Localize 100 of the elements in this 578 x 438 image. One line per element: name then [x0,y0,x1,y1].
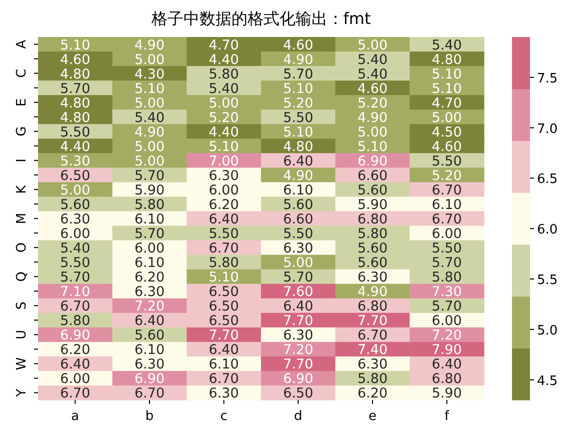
data-label: 5.50 [432,240,462,257]
data-label: 4.40 [208,52,239,68]
data-label: 5.70 [283,66,314,82]
data-label: 6.20 [134,270,165,286]
data-label: 5.40 [432,37,462,54]
y-tick-label: Y [14,388,30,398]
y-tick-label: W [14,357,30,370]
data-label: 5.60 [357,240,388,257]
data-label: 6.40 [208,342,239,358]
data-label: 5.40 [357,52,388,68]
data-label: 5.00 [134,52,165,68]
y-tick-label: S [14,301,30,310]
data-label: 6.40 [432,356,462,373]
data-label: 6.30 [60,212,90,228]
color-bar-label: 4.5 [537,374,558,389]
data-label: 5.00 [357,124,388,140]
data-label: 5.10 [208,138,239,155]
data-label: 5.70 [60,270,90,286]
data-label: 5.00 [432,110,462,126]
data-label: 6.10 [432,196,462,213]
data-label: 5.20 [283,95,314,112]
color-bar-label: 5.0 [537,323,558,338]
data-label: 5.00 [134,95,165,112]
data-label: 6.70 [208,240,239,257]
data-label: 5.20 [208,110,239,126]
data-label: 5.00 [208,95,239,112]
x-tick-label: b [145,409,154,424]
data-label: 5.40 [134,110,165,126]
data-label: 6.40 [134,313,165,330]
data-label: 6.30 [208,386,239,402]
data-label: 6.90 [60,328,90,344]
data-label: 5.50 [60,255,90,272]
data-label: 6.20 [208,196,239,213]
data-label: 5.60 [357,255,388,272]
data-label: 5.60 [357,182,388,198]
data-label: 5.80 [357,226,388,242]
data-label: 4.60 [432,138,462,155]
y-tick-label: A [14,40,30,49]
x-tick-label: d [294,409,302,424]
data-label: 6.20 [60,342,90,358]
data-label: 6.90 [134,371,165,388]
data-label: 5.70 [134,226,165,242]
data-label: 4.60 [283,37,314,54]
data-label: 5.10 [432,80,462,97]
data-label: 7.10 [60,284,90,300]
data-label: 6.30 [134,356,165,373]
data-label: 6.50 [208,284,239,300]
data-label: 7.00 [208,153,239,170]
data-label: 5.00 [134,138,165,155]
data-label: 6.50 [208,298,239,315]
data-label: 6.50 [283,386,314,402]
data-label: 6.00 [60,371,90,388]
data-label: 6.70 [357,328,388,344]
data-label: 5.20 [357,95,388,112]
data-label: 6.30 [283,328,314,344]
data-label: 5.50 [283,110,314,126]
data-label: 5.60 [283,196,314,213]
data-label: 5.00 [283,255,314,272]
data-label: 5.10 [60,37,90,54]
data-label: 5.70 [134,168,165,184]
data-label: 5.00 [60,182,90,198]
data-label: 6.10 [134,255,165,272]
data-label: 6.90 [283,371,314,388]
color-bar-label: 5.5 [537,273,558,288]
data-label: 4.90 [283,168,314,184]
data-label: 6.40 [283,298,314,315]
data-label: 5.50 [283,226,314,242]
data-label: 6.40 [283,153,314,170]
data-label: 6.20 [357,386,388,402]
data-label: 6.80 [357,212,388,228]
data-label: 6.10 [208,356,239,373]
data-label: 7.70 [357,313,388,330]
data-label: 5.40 [60,240,90,257]
data-label: 5.20 [432,168,462,184]
data-label: 6.10 [283,182,314,198]
color-bar-label: 7.0 [537,122,558,137]
data-label: 6.30 [134,284,165,300]
data-label: 6.70 [134,386,165,402]
data-label: 5.80 [134,196,165,213]
x-tick-label: f [444,409,450,424]
data-label: 7.20 [432,328,462,344]
data-label: 6.30 [357,270,388,286]
data-label: 4.40 [208,124,239,140]
data-label: 5.30 [60,153,90,170]
data-label: 6.00 [208,182,239,198]
data-label: 4.40 [60,138,90,155]
y-tick-label: K [14,184,30,194]
data-label: 5.40 [208,80,239,97]
data-label: 5.80 [60,313,90,330]
data-label: 5.70 [283,270,314,286]
chart-title: 格子中数据的格式化输出：fmt [150,9,371,28]
y-tick-label: G [14,126,30,136]
data-label: 6.50 [208,313,239,330]
data-label: 5.10 [208,270,239,286]
x-tick-label: c [220,409,228,424]
y-tick-label: C [14,68,30,78]
data-label: 5.60 [60,196,90,213]
data-label: 4.70 [432,95,462,112]
data-label: 7.40 [357,342,388,358]
data-label: 4.70 [208,37,239,54]
